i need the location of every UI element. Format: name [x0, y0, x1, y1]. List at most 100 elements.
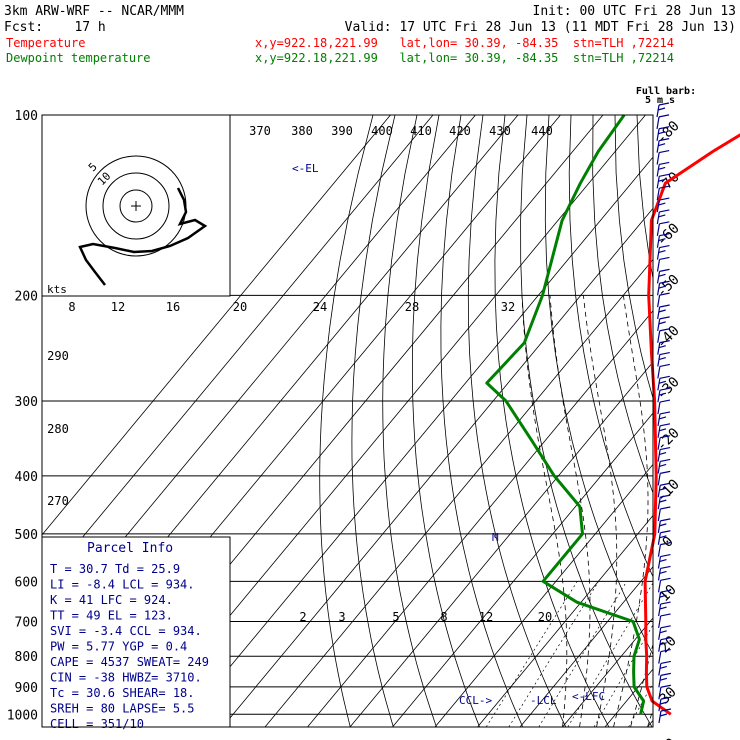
wind-barb: [657, 363, 670, 379]
parcel-info-line: CELL = 351/10: [50, 717, 144, 731]
isotherm-line: [42, 115, 391, 536]
parcel-info-line: SVI = -3.4 CCL = 934.: [50, 624, 202, 638]
pressure-label: 200: [15, 289, 38, 304]
wind-barb: [657, 304, 670, 320]
wind-barb: [657, 316, 670, 331]
wind-barb: [657, 470, 671, 486]
wind-barb: [656, 280, 670, 296]
parcel-info-line: PW = 5.77 YGP = 0.4: [50, 640, 187, 654]
wind-barb: [657, 494, 671, 510]
parcel-info-line: Tc = 30.6 SHEAR= 18.: [50, 686, 195, 700]
wind-barb: [656, 138, 670, 153]
parcel-info-line: K = 41 LFC = 924.: [50, 593, 173, 607]
lcl-marker: -LCL: [530, 694, 557, 707]
dry-adiabat-line: [351, 115, 396, 727]
isotherm-line: [519, 566, 653, 727]
theta-left-label: 290: [47, 349, 69, 363]
dry-adiabat-line: [440, 115, 524, 727]
hodograph-ring: [102, 172, 170, 240]
parcel-info-line: LI = -8.4 LCL = 934.: [50, 578, 195, 592]
el-marker: <-EL: [292, 162, 319, 175]
wind-barb: [657, 423, 671, 438]
moist-adiabat-line: [665, 295, 740, 727]
wind-barb: [656, 149, 670, 165]
theta-e-label: 20: [233, 300, 247, 314]
theta-label: 370: [249, 124, 271, 138]
hodograph-ring: [119, 189, 153, 223]
ccl-marker: CCL->: [459, 694, 492, 707]
temperature-label: -20: [654, 425, 683, 454]
dry-adiabat-line: [614, 115, 653, 400]
wind-header-line2: 5 m s: [645, 95, 675, 106]
temperature-legend-label: Temperature: [6, 36, 85, 50]
wind-barb: [657, 411, 671, 427]
lfc-marker: <-LFC: [572, 690, 605, 703]
wind-barb: [658, 625, 671, 640]
isotherm-line: [179, 156, 653, 727]
mixing-ratio-line: [485, 581, 578, 727]
wind-barb: [658, 672, 671, 688]
theta-e-label: 32: [501, 300, 515, 314]
wind-barb: [658, 648, 671, 664]
parcel-info-line: SREH = 80 LAPSE= 5.5: [50, 702, 195, 716]
wind-barb: [657, 458, 671, 474]
isotherm-line: [392, 412, 653, 727]
mixing-ratio-labels: 2 3 5 8 12 20: [299, 610, 552, 624]
wind-barb: [656, 173, 670, 189]
wind-barb: [657, 482, 671, 498]
theta-left-label: 280: [47, 422, 69, 436]
theta-left-label: 270: [47, 494, 69, 508]
isotherm-line: [647, 719, 653, 727]
theta-label: 380: [291, 124, 313, 138]
parcel-info-line: CIN = -38 HWBZ= 3710.: [50, 671, 202, 685]
wind-barb: [656, 268, 670, 284]
theta-label: 430: [489, 124, 511, 138]
wind-barb: [657, 351, 670, 367]
isotherm-line: [349, 361, 653, 727]
wind-barb: [658, 684, 672, 700]
dewpoint-legend-label: Dewpoint temperature: [6, 51, 151, 65]
wind-barb: [658, 696, 672, 712]
dry-adiabat-line: [659, 115, 740, 727]
wind-barb: [656, 185, 670, 201]
mixing-ratio-label: 8: [440, 610, 447, 624]
wind-barb: [657, 577, 671, 593]
wind-barb: [656, 126, 670, 141]
theta-label: 400: [371, 124, 393, 138]
wind-barb: [657, 518, 671, 533]
theta-label: 420: [449, 124, 471, 138]
wind-barb: [656, 256, 670, 272]
wind-barb: [657, 446, 671, 462]
wind-barb: [656, 161, 670, 177]
wind-header-line1: Full barb:: [636, 86, 696, 97]
theta-label: 440: [531, 124, 553, 138]
temperature-label: 0: [660, 534, 677, 551]
forecast-hour: Fcst: 17 h: [4, 20, 106, 35]
pressure-label: 500: [15, 528, 38, 543]
wind-barb: [656, 114, 670, 129]
wind-barb: [656, 244, 670, 260]
theta-e-label: 24: [313, 300, 327, 314]
mixing-ratio-label: 3: [338, 610, 345, 624]
hodograph-inset: 5 10 kts: [41, 114, 231, 297]
wind-barb: [657, 375, 671, 391]
parcel-info-box: Parcel Info T = 30.7 Td = 25.9 LI = -8.4 …: [41, 536, 231, 731]
pressure-label: 100: [15, 109, 38, 124]
wind-barb: [657, 530, 671, 545]
wind-barb: [658, 660, 671, 676]
pressure-label: 300: [15, 395, 38, 410]
dry-adiabat-line: [467, 115, 567, 727]
temperature-label: 40: [657, 735, 680, 740]
temperature-label: -50: [654, 272, 683, 301]
temperature-legend-info: x,y=922.18,221.99 lat,lon= 30.39, -84.35…: [255, 36, 674, 50]
dry-adiabat-line: [319, 115, 374, 727]
isotherm-line: [307, 310, 653, 727]
wind-barb: [657, 328, 670, 343]
pressure-label: 400: [15, 470, 38, 485]
dewpoint-line: [485, 114, 646, 715]
dry-adiabat-line: [568, 115, 653, 578]
wind-barb: [658, 601, 671, 617]
wind-barb: [656, 197, 670, 213]
isotherm-line: [222, 207, 653, 727]
wind-barb: [658, 708, 672, 724]
